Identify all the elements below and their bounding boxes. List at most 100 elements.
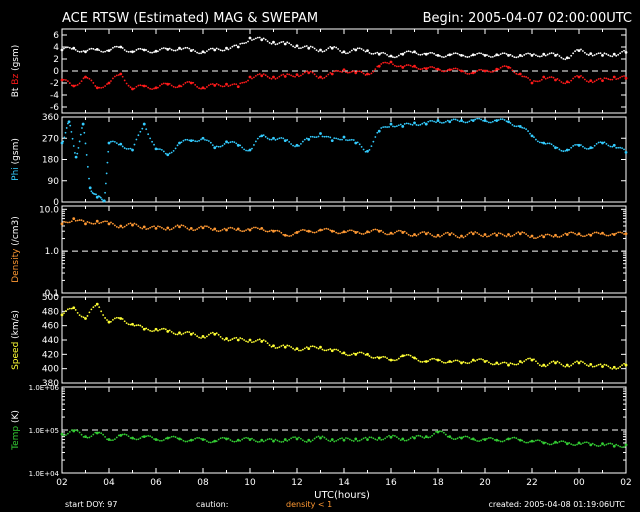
data-dot-density (603, 233, 606, 236)
data-dot-phi (294, 145, 296, 148)
data-point-bz (354, 71, 358, 75)
data-point-temp (272, 439, 275, 443)
data-dot-bz (264, 74, 267, 77)
data-dot-bz (204, 87, 206, 90)
data-dot-phi (556, 146, 559, 149)
data-dot-phi (417, 124, 420, 127)
data-point-bz (178, 84, 181, 88)
data-dot-density (325, 227, 328, 230)
data-dot-phi (427, 120, 430, 123)
data-point-bz (389, 60, 393, 64)
data-dot-density (243, 230, 246, 232)
data-dot-bz (452, 67, 455, 70)
data-dot-speed (239, 337, 242, 339)
data-point-density (272, 229, 275, 233)
data-dot-bt (264, 38, 267, 41)
data-point-speed (354, 352, 358, 356)
data-dot-density (509, 235, 512, 238)
data-dot-phi (270, 138, 273, 141)
data-dot-density (204, 225, 206, 228)
data-dot-density (611, 233, 614, 235)
data-dot-speed (491, 363, 494, 366)
data-dot-bz (139, 84, 142, 87)
data-dot-bt (217, 48, 220, 51)
data-dot-bz (491, 70, 494, 73)
data-dot-temp (172, 435, 175, 438)
data-point-bz (495, 67, 499, 71)
data-dot-phi (370, 145, 373, 148)
data-dot-bz (368, 73, 371, 76)
data-dot-density (157, 225, 159, 228)
data-dot-temp (86, 436, 89, 439)
data-dot-bt (548, 52, 551, 55)
data-dot-speed (268, 344, 271, 347)
data-dot-bt (348, 51, 351, 53)
data-dot-temp (100, 432, 103, 435)
data-dot-bt (65, 46, 67, 49)
data-point-density (72, 217, 76, 220)
data-dot-phi (466, 121, 469, 124)
created-timestamp: created: 2005-04-08 01:19:06UTC (488, 500, 625, 509)
data-dot-bz (442, 70, 445, 73)
data-dot-bt (411, 51, 414, 54)
data-dot-speed (182, 332, 185, 335)
data-dot-density (231, 227, 234, 229)
data-dot-temp (442, 431, 445, 434)
data-dot-bt (274, 43, 277, 46)
data-dot-phi (488, 121, 490, 124)
data-dot-bt (290, 43, 293, 46)
data-dot-density (446, 231, 449, 234)
data-dot-bz (462, 70, 465, 73)
data-dot-bz (562, 82, 565, 84)
data-dot-speed (509, 362, 512, 365)
data-dot-density (184, 225, 187, 228)
data-dot-bz (280, 74, 283, 77)
data-dot-bt (442, 56, 445, 58)
data-dot-bt (196, 51, 199, 54)
data-dot-density (572, 231, 575, 234)
data-dot-phi (139, 130, 142, 133)
data-dot-bz (474, 71, 477, 74)
data-dot-bt (157, 50, 159, 53)
data-dot-temp (104, 435, 106, 438)
data-dot-phi (206, 139, 208, 142)
data-dot-speed (515, 363, 518, 366)
data-dot-density (123, 225, 126, 228)
data-dot-phi (599, 141, 602, 144)
data-dot-density (452, 233, 455, 236)
data-point-density (507, 233, 510, 236)
data-dot-bt (474, 54, 477, 56)
data-dot-phi (621, 147, 623, 150)
data-dot-bt (517, 55, 520, 58)
data-dot-density (110, 221, 112, 224)
data-dot-temp (523, 441, 526, 443)
data-dot-density (535, 237, 537, 240)
data-dot-density (88, 221, 91, 224)
data-point-density (225, 228, 228, 232)
data-dot-bz (303, 71, 306, 74)
data-point-phi (377, 129, 381, 133)
data-point-bz (319, 75, 322, 79)
data-dot-speed (376, 356, 379, 358)
data-dot-phi (110, 140, 112, 143)
data-dot-temp (382, 438, 385, 441)
data-dot-bt (282, 40, 285, 43)
data-dot-density (593, 231, 596, 234)
data-dot-speed (209, 332, 212, 335)
data-dot-phi (560, 149, 563, 152)
data-dot-speed (521, 361, 524, 364)
data-dot-temp (505, 438, 508, 441)
data-dot-bt (313, 47, 316, 50)
data-point-bz (554, 78, 557, 82)
data-point-bt (577, 49, 581, 52)
data-dot-temp (417, 434, 420, 437)
data-point-bt (483, 54, 487, 57)
data-point-phi (542, 141, 546, 145)
data-dot-speed (352, 352, 355, 355)
data-dot-bz (227, 85, 230, 88)
data-point-phi (102, 199, 106, 203)
data-dot-speed (427, 360, 430, 363)
data-dot-phi (78, 140, 81, 143)
data-dot-bt (160, 47, 163, 50)
data-dot-temp (78, 431, 81, 434)
